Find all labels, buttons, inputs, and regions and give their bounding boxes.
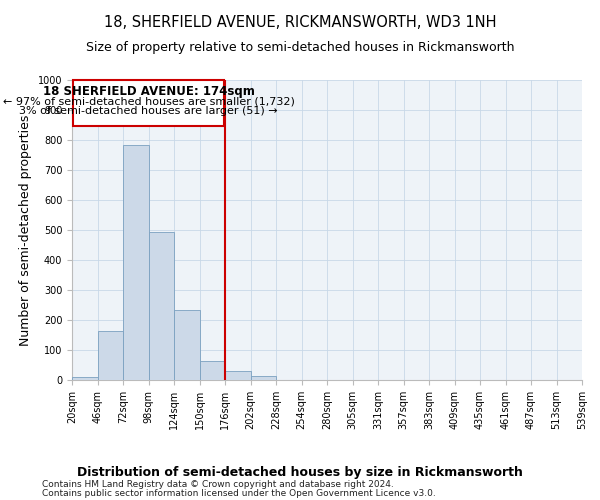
Text: 18, SHERFIELD AVENUE, RICKMANSWORTH, WD3 1NH: 18, SHERFIELD AVENUE, RICKMANSWORTH, WD3… [104, 15, 496, 30]
FancyBboxPatch shape [73, 80, 224, 126]
Bar [174, 310, 199, 380]
Bar [251, 376, 276, 380]
Text: 3% of semi-detached houses are larger (51) →: 3% of semi-detached houses are larger (5… [19, 106, 278, 116]
Text: Contains public sector information licensed under the Open Government Licence v3: Contains public sector information licen… [42, 489, 436, 498]
Text: Contains HM Land Registry data © Crown copyright and database right 2024.: Contains HM Land Registry data © Crown c… [42, 480, 394, 489]
Bar [97, 331, 123, 380]
Bar [72, 377, 97, 380]
Text: Size of property relative to semi-detached houses in Rickmansworth: Size of property relative to semi-detach… [86, 42, 514, 54]
Text: ← 97% of semi-detached houses are smaller (1,732): ← 97% of semi-detached houses are smalle… [2, 96, 295, 106]
Bar [225, 371, 251, 380]
Bar [199, 360, 225, 380]
Text: 18 SHERFIELD AVENUE: 174sqm: 18 SHERFIELD AVENUE: 174sqm [43, 85, 254, 98]
Text: Distribution of semi-detached houses by size in Rickmansworth: Distribution of semi-detached houses by … [77, 466, 523, 479]
Y-axis label: Number of semi-detached properties: Number of semi-detached properties [19, 114, 32, 346]
Bar [149, 232, 174, 380]
Bar [123, 145, 149, 380]
